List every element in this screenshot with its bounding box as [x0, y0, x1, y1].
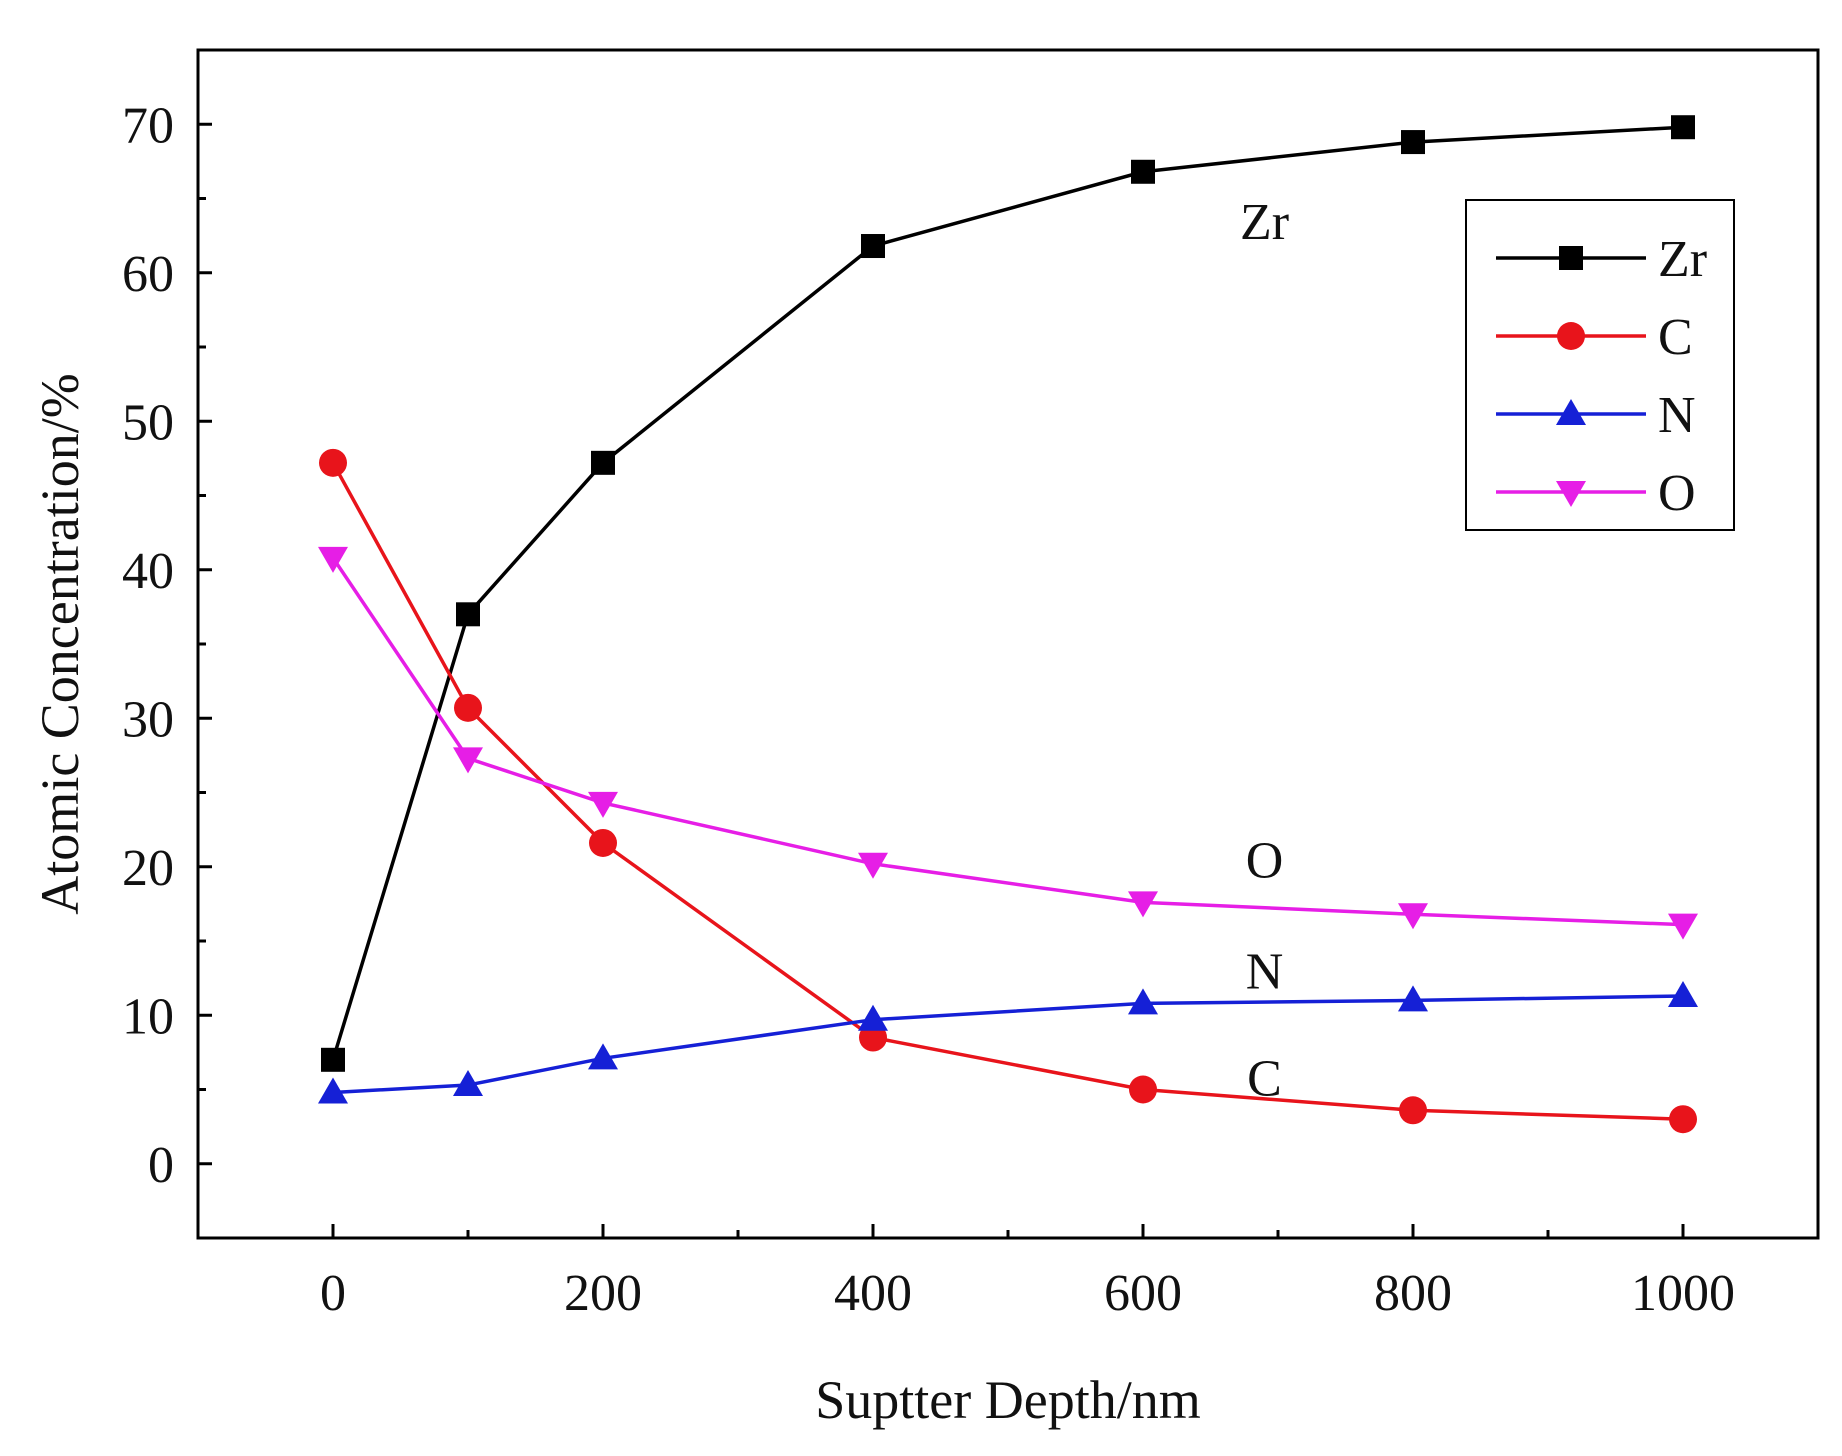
legend-marker-zr	[1559, 246, 1583, 270]
legend-label-c: C	[1658, 309, 1693, 366]
series-line-o	[331, 556, 1684, 927]
data-point-c-1000	[1669, 1105, 1697, 1134]
data-point-o-800	[1398, 903, 1428, 930]
legend-marker-o	[1556, 481, 1586, 507]
data-point-o-100	[453, 747, 483, 774]
data-point-zr-800	[1401, 130, 1425, 155]
data-point-n-0	[318, 1077, 348, 1104]
data-point-o-600	[1128, 891, 1158, 918]
legend-label-zr: Zr	[1658, 231, 1707, 288]
data-point-zr-100	[456, 602, 480, 627]
data-point-c-600	[1129, 1075, 1157, 1104]
y-tick-label: 70	[122, 97, 174, 154]
y-tick-label: 0	[148, 1137, 174, 1194]
data-point-zr-400	[861, 234, 885, 259]
annotation-c: C	[1247, 1051, 1282, 1108]
y-tick-label: 10	[122, 988, 174, 1045]
x-tick-label: 400	[834, 1265, 912, 1322]
data-point-n-200	[588, 1043, 618, 1070]
data-point-c-800	[1399, 1096, 1427, 1125]
axis-ticks: 0 200 400 600 800 1000 0 10 20 30 40 50 60 70	[122, 48, 1735, 1322]
x-tick-label: 800	[1374, 1265, 1452, 1322]
series-line-c	[331, 461, 1684, 1121]
legend-marker-c	[1557, 322, 1585, 350]
data-point-zr-200	[591, 450, 615, 475]
curve-annotations: Zr ONC	[1240, 194, 1289, 1108]
legend-box	[1465, 199, 1735, 531]
data-point-o-400	[858, 852, 888, 879]
y-axis-label: Atomic Concentration/%	[30, 373, 90, 914]
data-point-n-400	[858, 1004, 888, 1031]
data-point-o-0	[318, 546, 348, 573]
data-point-zr-600	[1131, 159, 1155, 184]
y-tick-label: 40	[122, 543, 174, 600]
data-point-o-1000	[1668, 913, 1698, 940]
annotation-zr: Zr	[1240, 194, 1289, 251]
legend-label-o: O	[1658, 465, 1696, 522]
x-tick-label: 0	[320, 1265, 346, 1322]
data-point-n-100	[453, 1070, 483, 1097]
annotation-o: O	[1246, 832, 1284, 889]
y-tick-label: 30	[122, 691, 174, 748]
x-tick-label: 200	[564, 1265, 642, 1322]
annotation-n: N	[1246, 944, 1284, 1001]
x-tick-label: 1000	[1631, 1265, 1735, 1322]
y-tick-label: 60	[122, 246, 174, 303]
data-point-n-1000	[1668, 980, 1698, 1007]
data-point-c-200	[589, 828, 617, 857]
data-point-n-800	[1398, 985, 1428, 1012]
data-point-n-600	[1128, 988, 1158, 1015]
series-line-n	[332, 994, 1684, 1095]
series-markers	[318, 115, 1698, 1134]
x-axis-label: Suptter Depth/nm	[815, 1370, 1200, 1430]
data-point-c-100	[454, 693, 482, 722]
data-point-o-200	[588, 791, 618, 818]
legend-marker-n	[1556, 399, 1586, 425]
legend: Zr CNO	[1465, 199, 1735, 531]
legend-label-n: N	[1658, 387, 1696, 444]
y-tick-label: 20	[122, 840, 174, 897]
data-point-zr-0	[321, 1047, 345, 1072]
data-point-zr-1000	[1671, 115, 1695, 140]
x-tick-label: 600	[1104, 1265, 1182, 1322]
y-tick-label: 50	[122, 394, 174, 451]
data-point-c-0	[319, 448, 347, 477]
